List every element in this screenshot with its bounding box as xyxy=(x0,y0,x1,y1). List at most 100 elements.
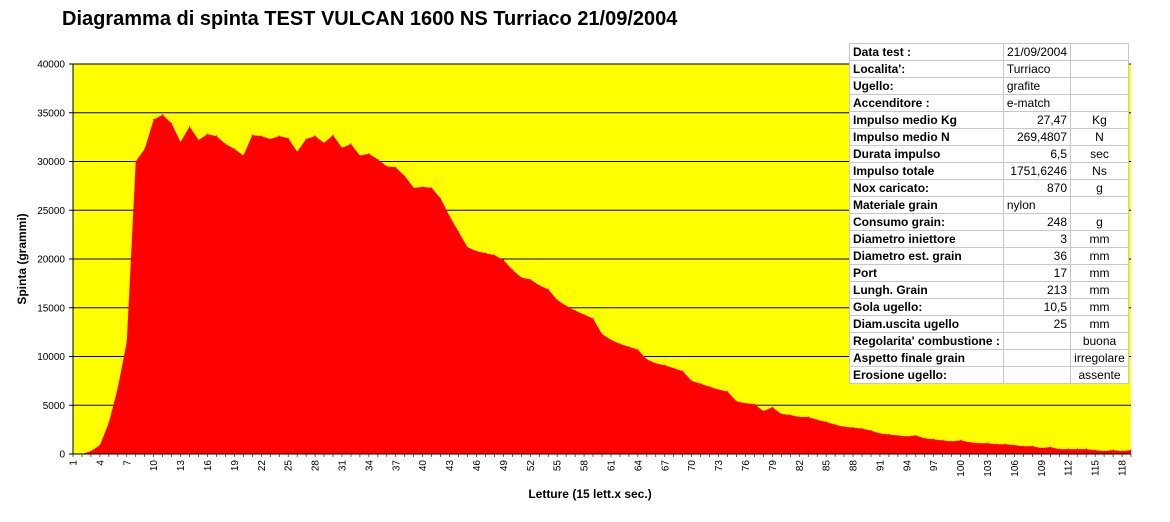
x-tick-label: 94 xyxy=(902,460,913,472)
data-point xyxy=(726,391,729,393)
data-point xyxy=(108,422,110,424)
info-label: Aspetto finale grain xyxy=(849,349,1004,367)
x-tick-label: 25 xyxy=(284,460,295,472)
x-tick-label: 22 xyxy=(257,460,268,472)
info-value: 10,5 xyxy=(1002,298,1072,316)
data-point xyxy=(206,133,209,135)
data-point xyxy=(717,389,720,391)
data-point xyxy=(780,413,782,415)
data-point xyxy=(583,313,585,316)
info-unit: mm xyxy=(1070,247,1129,265)
data-point xyxy=(368,153,370,155)
data-point xyxy=(771,406,773,408)
data-point xyxy=(592,317,594,320)
data-point xyxy=(924,437,926,439)
info-value: 1751,6246 xyxy=(1002,162,1072,180)
data-point xyxy=(628,346,630,348)
info-label: Regolarita' combustione : xyxy=(849,332,1004,350)
data-point xyxy=(90,450,92,452)
x-tick-label: 70 xyxy=(687,460,698,472)
info-unit: g xyxy=(1070,213,1129,231)
data-point xyxy=(422,186,424,188)
info-row: Nox caricato: 870 g xyxy=(849,179,1129,197)
info-unit: mm xyxy=(1070,298,1129,316)
data-point xyxy=(377,158,379,161)
data-point xyxy=(413,187,415,189)
data-point xyxy=(359,155,361,157)
x-tick-label: 4 xyxy=(95,460,106,466)
data-point xyxy=(1121,450,1123,452)
data-point xyxy=(879,432,881,435)
info-value: 3 xyxy=(1002,230,1072,248)
data-point xyxy=(735,400,738,402)
x-tick-label: 43 xyxy=(445,460,456,472)
data-point xyxy=(906,435,908,438)
y-tick-label: 30000 xyxy=(37,157,65,168)
data-point xyxy=(153,118,155,121)
info-label: Diametro iniettore xyxy=(849,230,1004,248)
x-tick-label: 109 xyxy=(1037,460,1048,477)
data-point xyxy=(789,414,791,416)
info-label: Durata impulso xyxy=(849,145,1004,163)
data-point xyxy=(197,139,200,141)
x-tick-label: 55 xyxy=(553,460,564,472)
info-value: 21/09/2004 xyxy=(1002,43,1072,61)
data-point xyxy=(323,142,325,144)
info-row: Consumo grain: 248 g xyxy=(849,213,1129,231)
info-value: 870 xyxy=(1002,179,1072,197)
data-point xyxy=(547,288,549,290)
info-unit: sec xyxy=(1070,145,1129,163)
data-point xyxy=(951,440,953,442)
x-tick-label: 115 xyxy=(1091,460,1102,476)
data-point xyxy=(233,148,235,150)
info-row: Diam.uscita ugello 25 mm xyxy=(849,315,1129,333)
x-tick-label: 85 xyxy=(822,460,833,472)
info-label: Gola ugello: xyxy=(849,298,1004,316)
data-point xyxy=(126,341,128,343)
data-point xyxy=(117,387,119,389)
y-tick-label: 25000 xyxy=(37,206,65,217)
x-tick-label: 28 xyxy=(311,460,322,472)
data-point xyxy=(1022,445,1025,447)
x-tick-label: 16 xyxy=(203,460,214,472)
x-tick-label: 88 xyxy=(849,460,860,472)
chart-title: Diagramma di spinta TEST VULCAN 1600 NS … xyxy=(62,8,678,30)
x-tick-label: 10 xyxy=(149,460,160,472)
x-tick-label: 58 xyxy=(580,460,591,472)
data-point xyxy=(144,148,146,150)
x-tick-label: 31 xyxy=(337,460,348,472)
y-tick-label: 40000 xyxy=(37,60,65,71)
info-unit xyxy=(1070,196,1129,214)
y-tick-label: 5000 xyxy=(43,401,66,412)
data-point xyxy=(278,135,280,137)
info-value xyxy=(1002,332,1072,350)
data-point xyxy=(260,135,262,137)
data-point xyxy=(296,151,298,153)
x-tick-label: 106 xyxy=(1010,460,1021,477)
data-point xyxy=(1031,445,1033,447)
info-label: Impulso medio N xyxy=(849,128,1004,146)
data-point xyxy=(332,134,334,136)
x-tick-label: 46 xyxy=(472,460,483,472)
data-point xyxy=(565,305,567,307)
info-row: Diametro iniettore 3 mm xyxy=(849,230,1129,248)
data-point xyxy=(995,443,998,445)
data-point xyxy=(386,165,388,167)
x-tick-label: 97 xyxy=(929,460,940,472)
data-point xyxy=(188,125,191,127)
data-point xyxy=(753,403,756,405)
info-label: Localita': xyxy=(849,60,1004,78)
info-unit xyxy=(1070,60,1129,78)
thrust-area xyxy=(73,114,1131,454)
info-value: e-match xyxy=(1002,94,1072,112)
data-point xyxy=(843,426,845,428)
data-point xyxy=(861,428,863,430)
info-row: Durata impulso 6,5 sec xyxy=(849,145,1129,163)
x-tick-label: 61 xyxy=(606,460,617,472)
data-point xyxy=(610,339,612,341)
info-row: Data test :21/09/2004 xyxy=(849,43,1129,61)
info-unit xyxy=(1070,43,1129,61)
data-point xyxy=(99,444,101,446)
y-tick-label: 15000 xyxy=(37,303,65,314)
info-row: Lungh. Grain 213 mm xyxy=(849,281,1129,299)
